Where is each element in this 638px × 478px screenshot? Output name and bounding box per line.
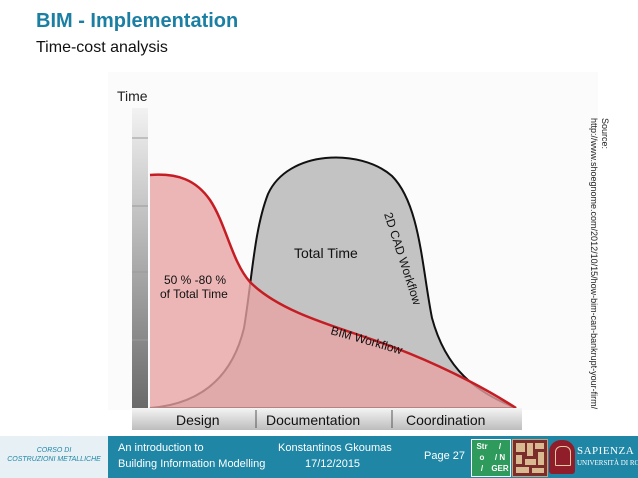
- time-axis-label: Time: [117, 88, 148, 104]
- source-url[interactable]: http://www.shoegnome.com/2012/10/15/how-…: [589, 118, 599, 410]
- str-logo-text: GER: [491, 464, 509, 473]
- course-line2: COSTRUZIONI METALLICHE: [7, 456, 101, 463]
- phase-coordination: Coordination: [406, 412, 485, 428]
- share-label-line2: of Total Time: [160, 287, 228, 301]
- bim-workflow-curve: [149, 173, 517, 410]
- phase-documentation: Documentation: [266, 412, 360, 428]
- str-logo-text: / N: [494, 453, 506, 462]
- str-logo: Str / o / N / GER: [471, 439, 511, 477]
- time-axis-bar: [132, 108, 148, 408]
- source-heading: Source:: [600, 118, 610, 150]
- slide-title: BIM - Implementation: [36, 10, 239, 32]
- university-subtitle: UNIVERSITÀ DI ROMA: [577, 459, 638, 467]
- university-name: SAPIENZA: [577, 445, 635, 457]
- time-axis-ticks: [132, 137, 148, 341]
- sapienza-seal-icon: [549, 440, 575, 474]
- str-logo-text: Str: [476, 442, 488, 451]
- course-label: CORSO DI COSTRUZIONI METALLICHE: [0, 436, 108, 478]
- department-logo: [512, 439, 548, 477]
- phase-bar: [132, 408, 522, 430]
- slide-subtitle: Time-cost analysis: [36, 39, 168, 56]
- str-logo-text: /: [498, 442, 502, 451]
- str-logo-text: /: [480, 464, 484, 473]
- bim-workflow-area: [150, 174, 516, 408]
- share-label-line1: 50 % -80 %: [164, 273, 226, 287]
- lecture-title-line1: An introduction to: [118, 442, 204, 454]
- lecture-title-line2: Building Information Modelling: [118, 458, 266, 470]
- course-line1: CORSO DI: [36, 447, 72, 454]
- source-citation: Source: http://www.shoegnome.com/2012/10…: [588, 118, 610, 409]
- presentation-date: 17/12/2015: [305, 458, 361, 470]
- total-time-label: Total Time: [294, 245, 358, 261]
- str-logo-text: o: [479, 453, 485, 462]
- page-number: Page 27: [424, 450, 465, 462]
- author-name: Konstantinos Gkoumas: [278, 442, 392, 454]
- phase-design: Design: [176, 412, 220, 428]
- university-logo-text: SAPIENZA UNIVERSITÀ DI ROMA: [577, 445, 638, 468]
